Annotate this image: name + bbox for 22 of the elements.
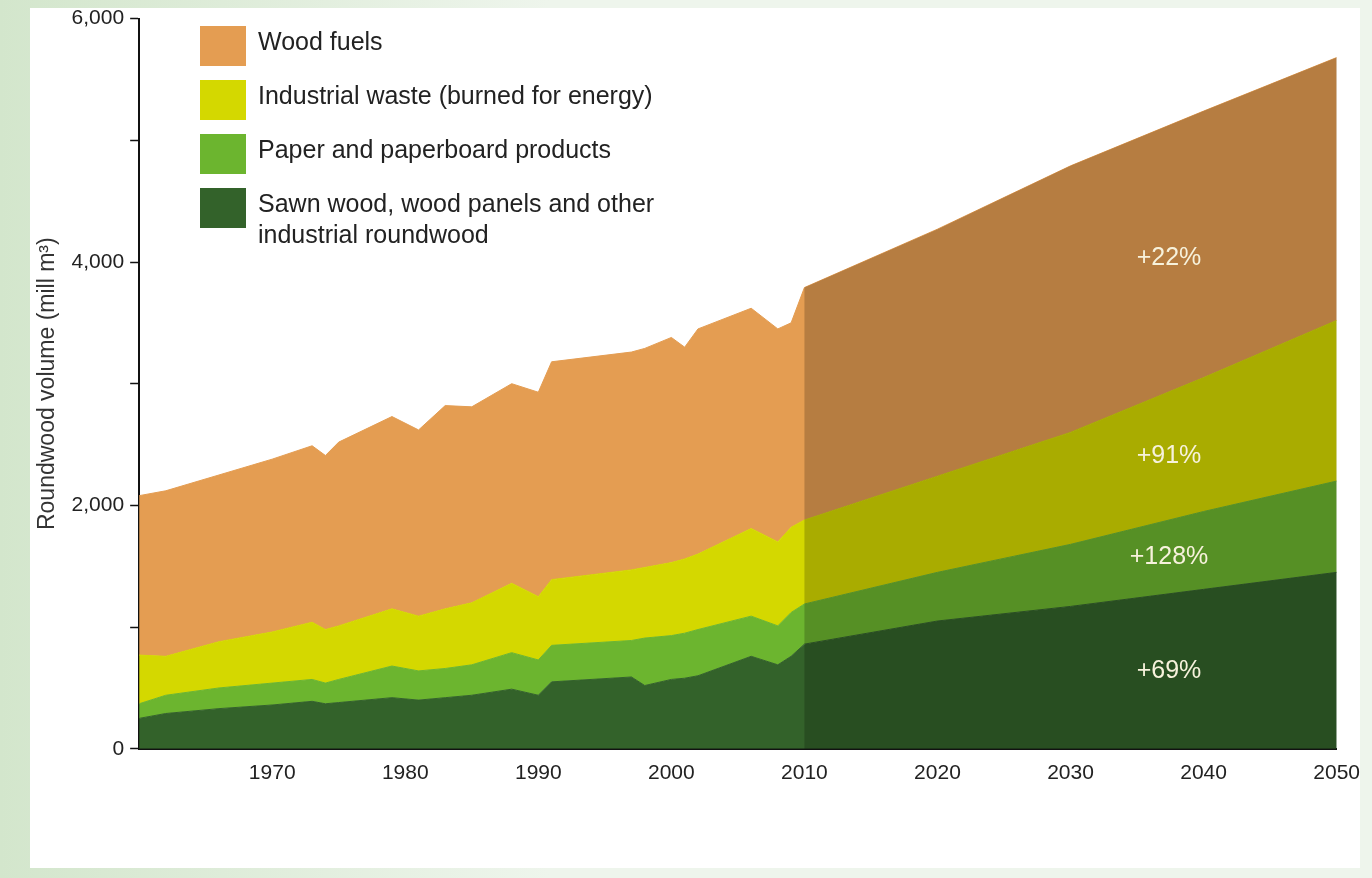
x-tick-label: 2040 bbox=[1180, 760, 1227, 784]
x-tick-label: 1990 bbox=[514, 760, 562, 784]
legend-label: Paper and paperboard products bbox=[258, 134, 612, 165]
annotation: +69% bbox=[1136, 655, 1202, 684]
y-tick-label: 2,000 bbox=[71, 492, 125, 516]
legend-label: Sawn wood, wood panels and other industrial roundwood bbox=[258, 188, 656, 250]
y-tick-label: 0 bbox=[112, 735, 125, 759]
legend-label: Industrial waste (burned for energy) bbox=[258, 80, 653, 111]
x-tick-label: 1970 bbox=[248, 760, 296, 784]
x-tick-label: 2050 bbox=[1313, 760, 1360, 784]
x-tick-label: 2000 bbox=[648, 760, 695, 784]
y-tick-label: 6,000 bbox=[71, 5, 125, 29]
x-tick-label: 2030 bbox=[1047, 760, 1094, 784]
annotation: +128% bbox=[1129, 540, 1209, 569]
legend-label: Wood fuels bbox=[258, 26, 383, 57]
x-tick-label: 1980 bbox=[381, 760, 429, 784]
x-tick-label: 2010 bbox=[781, 760, 828, 784]
y-axis-title: Roundwood volume (mill m³) bbox=[33, 237, 60, 531]
annotation: +91% bbox=[1136, 439, 1202, 468]
y-tick-label: 4,000 bbox=[71, 248, 125, 272]
annotation: +22% bbox=[1136, 242, 1202, 271]
x-tick-label: 2020 bbox=[914, 760, 961, 784]
